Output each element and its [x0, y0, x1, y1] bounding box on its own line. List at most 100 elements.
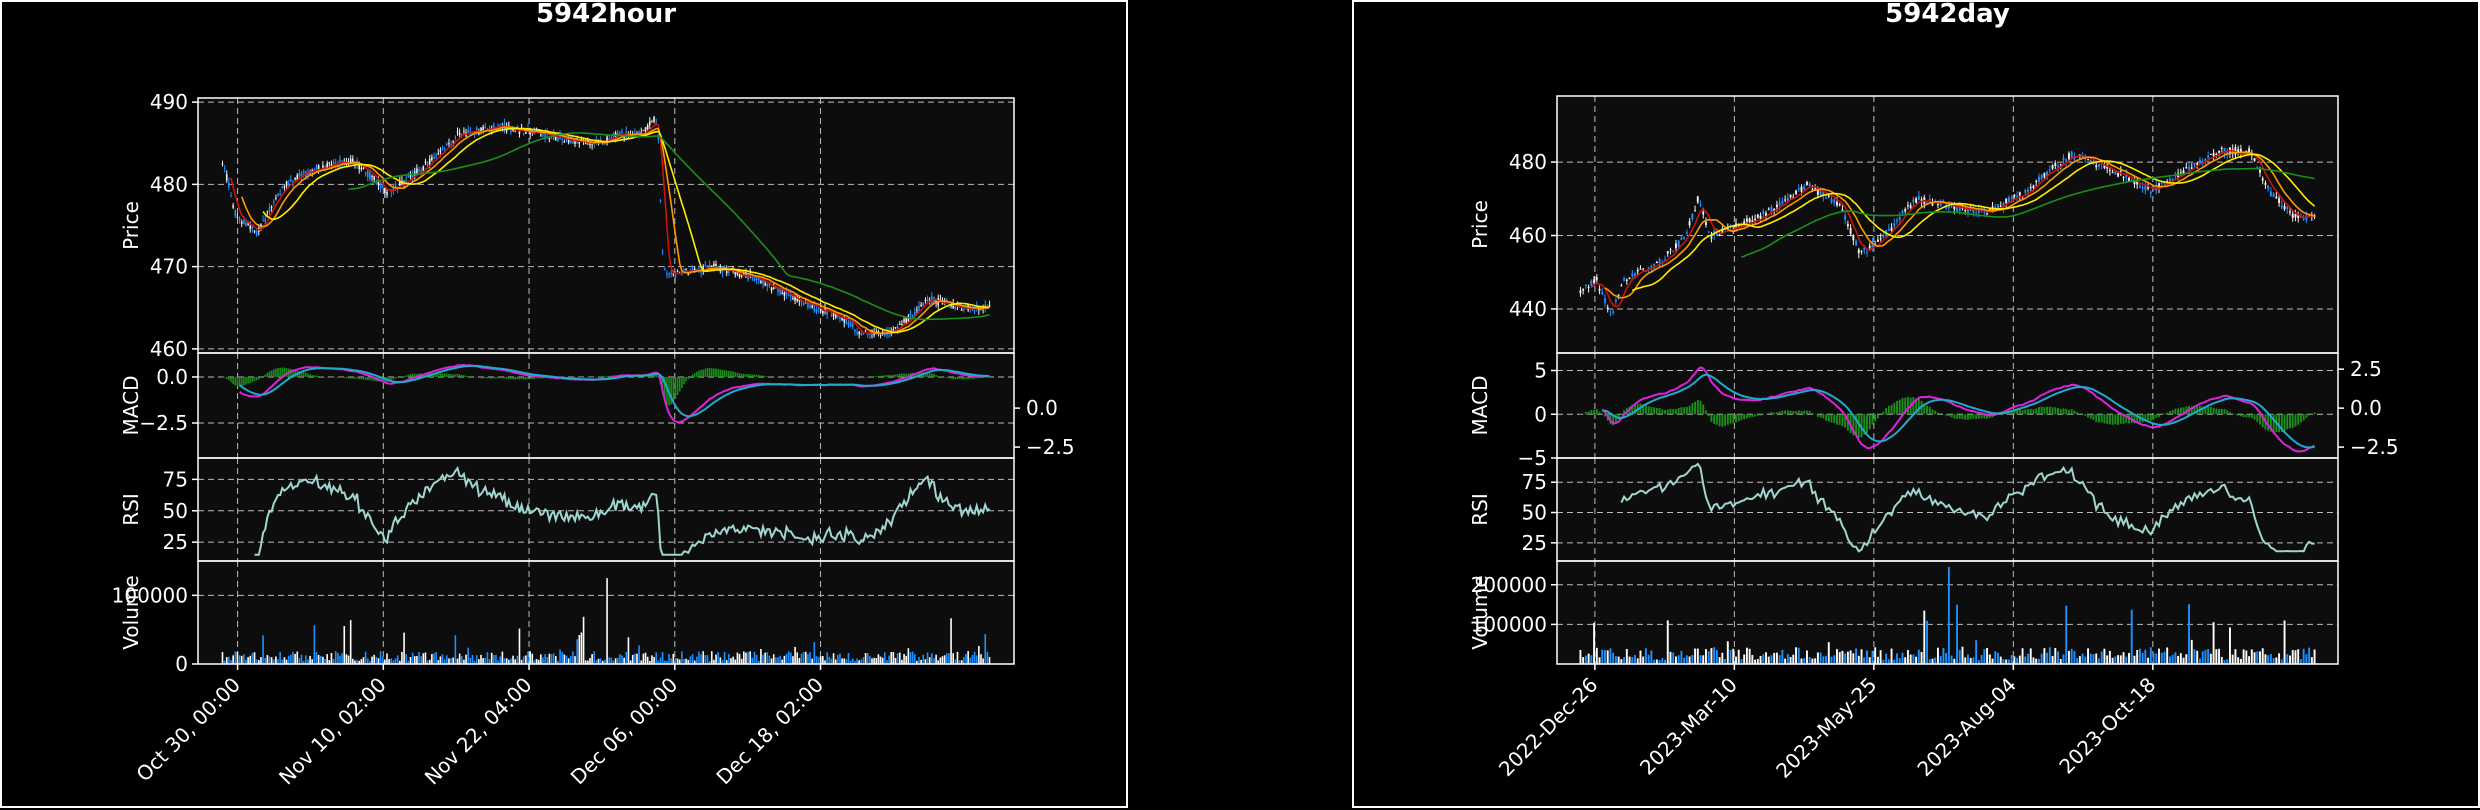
macd-hist-bar [258, 376, 260, 380]
volume-bar [760, 648, 762, 664]
volume-bar [1958, 650, 1961, 664]
volume-bar [851, 658, 854, 664]
volume-bar [736, 652, 739, 664]
volume-bar [407, 660, 410, 664]
macd-hist-bar [1735, 414, 1737, 423]
macd-hist-bar [1756, 414, 1759, 416]
volume-bar [732, 656, 734, 664]
macd-hist-bar [1647, 406, 1650, 415]
macd-hist-bar [2114, 414, 2117, 425]
macd-hist-bar [1915, 398, 1918, 415]
candle-body [2018, 192, 2021, 197]
candle-body [661, 251, 664, 253]
volume-bar [879, 656, 882, 664]
candle-body [2147, 186, 2150, 189]
candle-body [2059, 164, 2062, 166]
macd-hist-bar [604, 376, 606, 377]
candle-body [2193, 162, 2196, 166]
volume-bar [439, 656, 442, 664]
volume-bar [926, 652, 929, 664]
macd-hist-bar [2021, 410, 2024, 415]
rsi-tick-label: 25 [1522, 531, 1547, 555]
macd-hist-bar [403, 376, 405, 377]
candle-body [1844, 215, 1847, 220]
volume-bar [2084, 656, 2087, 664]
macd-hist-bar [2029, 408, 2032, 415]
candle-body [1721, 230, 1724, 234]
macd-hist-bar [886, 375, 888, 377]
macd-hist-bar [721, 369, 724, 377]
volume-bar [2158, 648, 2160, 664]
macd-hist-bar [960, 376, 963, 380]
candle-body [2043, 172, 2046, 178]
candle-body [770, 287, 773, 291]
candle-body [1775, 204, 1778, 208]
candle-body [2261, 178, 2264, 181]
volume-bar [272, 659, 275, 664]
candle-body [907, 316, 910, 321]
volume-bar [540, 654, 542, 664]
volume-bar [948, 653, 950, 664]
candle-body [1808, 183, 1811, 187]
candle-body [2108, 170, 2111, 172]
macd-hist-bar [298, 371, 301, 377]
macd-hist-bar [2048, 406, 2051, 415]
price-plot-area [198, 98, 1014, 353]
candle-body [497, 125, 499, 127]
macd-hist-bar [738, 373, 741, 377]
volume-bar [2234, 649, 2237, 664]
volume-bar [394, 658, 397, 664]
volume-bar [1609, 648, 1612, 664]
volume-bar [980, 654, 982, 664]
candle-body [708, 264, 711, 268]
volume-bar [2027, 653, 2029, 664]
candle-body [666, 273, 668, 275]
volume-bar [258, 660, 260, 664]
macd-hist-bar [1931, 409, 1934, 415]
macd-hist-bar [651, 375, 653, 377]
macd-hist-bar [409, 374, 412, 377]
volume-bar [270, 657, 273, 664]
volume-bar [554, 656, 557, 664]
volume-bar [1953, 658, 1956, 664]
volume-bar [243, 654, 245, 664]
volume-bar [437, 660, 440, 664]
candle-body [381, 185, 384, 187]
volume-bar [529, 651, 531, 664]
volume-bar [1655, 659, 1658, 664]
macd-hist-bar [890, 375, 893, 377]
volume-bar [1803, 658, 1806, 664]
candle-body [1647, 267, 1650, 269]
macd-hist-bar [379, 376, 382, 382]
candle-body [1956, 207, 1959, 212]
volume-bar [1634, 655, 1636, 664]
macd-hist-bar [881, 375, 884, 377]
volume-bar [1661, 658, 1664, 664]
macd-hist-bar [1885, 408, 1888, 415]
volume-bar [898, 652, 901, 664]
candle-body [266, 211, 269, 213]
macd-hist-bar [1975, 414, 1978, 420]
volume-bar [2283, 620, 2286, 664]
volume-bar [552, 653, 555, 664]
volume-bar [1677, 655, 1680, 664]
macd-hist-bar [1879, 414, 1882, 415]
candle-body [249, 225, 252, 230]
candle-body [1623, 278, 1626, 281]
macd-hist-bar [1781, 410, 1784, 415]
macd-hist-bar [285, 368, 288, 377]
volume-bar [595, 660, 598, 664]
candle-body [362, 167, 365, 169]
volume-bar [253, 652, 256, 664]
candle-body [971, 309, 974, 311]
volume-bar [283, 657, 286, 664]
macd-hist-bar [251, 376, 254, 382]
candle-body [2081, 155, 2084, 159]
candle-body [856, 332, 858, 334]
volume-bar [381, 656, 384, 664]
volume-bar [446, 655, 448, 664]
volume-bar [2177, 655, 2180, 664]
macd-hist-bar [933, 373, 935, 377]
macd-hist-bar [1846, 414, 1849, 431]
volume-bar [255, 659, 258, 664]
